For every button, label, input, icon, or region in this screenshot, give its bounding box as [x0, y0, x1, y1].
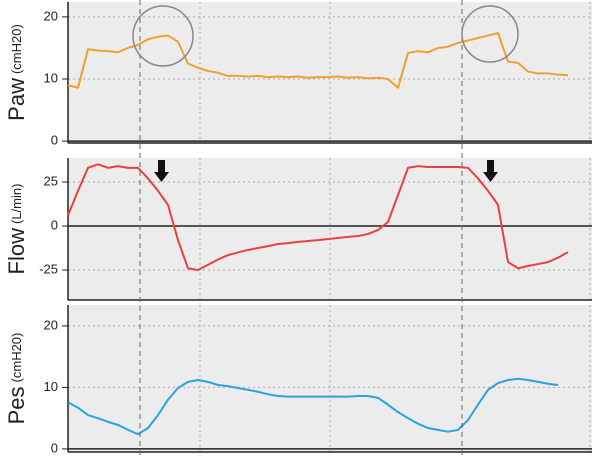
y-tick-label: 10 — [44, 379, 58, 394]
arrow — [154, 160, 169, 182]
y-axis-label-unit: (cmH20) — [9, 24, 24, 74]
y-tick-label: 0 — [51, 133, 58, 148]
y-axis-label: Pes (cmH20) — [4, 333, 29, 425]
y-axis-label-name: Flow — [4, 228, 29, 275]
arrow — [483, 160, 498, 182]
y-axis-label: Paw (cmH20) — [4, 24, 29, 121]
data-line — [67, 377, 559, 436]
data-line — [67, 32, 569, 89]
y-axis-label-name: Pes — [4, 386, 29, 424]
y-tick-label: 0 — [51, 440, 58, 455]
plot-area — [68, 305, 592, 452]
y-tick-label: 0 — [51, 217, 58, 232]
y-tick-label: 25 — [44, 173, 58, 188]
y-tick-label: -25 — [39, 261, 58, 276]
y-tick-label: 20 — [44, 8, 58, 23]
plots: 0 10 20 Paw (cmH20) -25 0 25 Flow (L/min) 0 10 20 Pes… — [4, 2, 592, 455]
backgrounds — [68, 2, 592, 452]
y-axis-label-unit: (L/min) — [9, 184, 24, 224]
y-tick-label: 20 — [44, 317, 58, 332]
y-axis-label-name: Paw — [4, 78, 29, 121]
y-axis-label: Flow (L/min) — [4, 184, 29, 275]
annotations — [132, 0, 519, 459]
y-axis-label-unit: (cmH20) — [9, 333, 24, 383]
highlight-circle — [461, 5, 519, 63]
y-tick-label: 10 — [44, 70, 58, 85]
data-line — [67, 163, 569, 272]
highlight-circle — [132, 5, 194, 67]
